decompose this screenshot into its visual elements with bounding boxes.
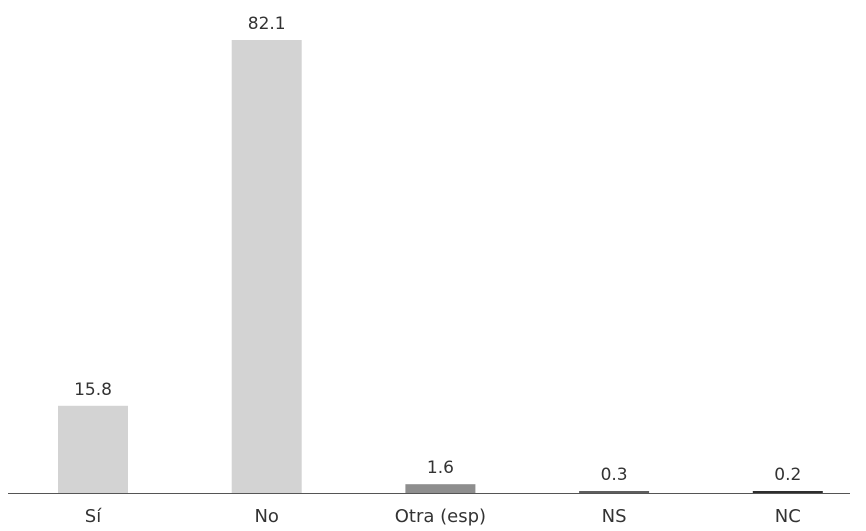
category-label-otra-esp: Otra (esp) (395, 506, 486, 527)
value-label-si: 15.8 (74, 380, 112, 400)
bar-otra-esp (405, 484, 476, 493)
bar-ns (579, 491, 650, 493)
bars-layer (58, 40, 823, 493)
bar-no (231, 40, 302, 493)
value-label-no: 82.1 (248, 14, 286, 34)
value-label-ns: 0.3 (601, 465, 628, 485)
bar-nc (752, 491, 823, 493)
category-labels-layer: Sí No Otra (esp) NS NC (85, 506, 801, 527)
category-label-ns: NS (602, 506, 627, 527)
value-label-otra-esp: 1.6 (427, 458, 454, 478)
value-label-nc: 0.2 (774, 465, 801, 485)
bar-si (58, 405, 128, 493)
category-label-no: No (254, 506, 278, 527)
category-label-si: Sí (85, 506, 102, 527)
value-labels-layer: 15.8 82.1 1.6 0.3 0.2 (74, 14, 801, 485)
category-label-nc: NC (775, 506, 801, 527)
